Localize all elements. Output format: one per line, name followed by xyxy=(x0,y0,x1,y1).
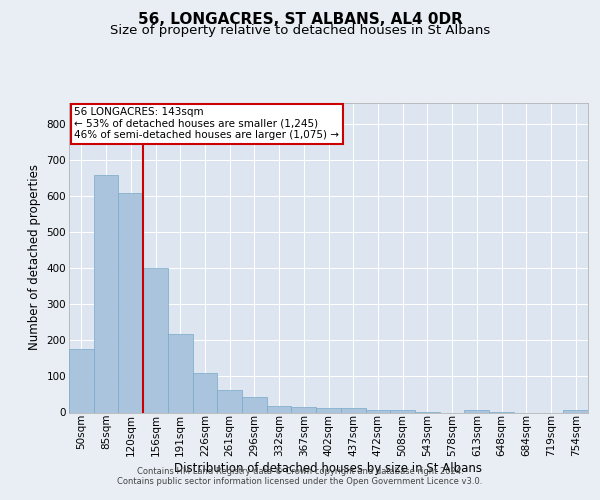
Bar xyxy=(217,390,242,412)
Text: 56, LONGACRES, ST ALBANS, AL4 0DR: 56, LONGACRES, ST ALBANS, AL4 0DR xyxy=(137,12,463,28)
Text: Contains HM Land Registry data © Crown copyright and database right 2024.: Contains HM Land Registry data © Crown c… xyxy=(137,467,463,476)
Bar xyxy=(365,410,390,412)
Bar xyxy=(267,406,292,412)
Text: Contains public sector information licensed under the Open Government Licence v3: Contains public sector information licen… xyxy=(118,477,482,486)
Bar xyxy=(94,174,118,412)
X-axis label: Distribution of detached houses by size in St Albans: Distribution of detached houses by size … xyxy=(175,462,482,474)
Bar xyxy=(143,268,168,412)
Bar xyxy=(118,192,143,412)
Text: Size of property relative to detached houses in St Albans: Size of property relative to detached ho… xyxy=(110,24,490,37)
Y-axis label: Number of detached properties: Number of detached properties xyxy=(28,164,41,350)
Bar xyxy=(563,410,588,412)
Bar xyxy=(464,410,489,412)
Bar xyxy=(341,408,365,412)
Bar xyxy=(242,396,267,412)
Bar xyxy=(168,334,193,412)
Bar xyxy=(316,408,341,412)
Bar xyxy=(193,373,217,412)
Text: 56 LONGACRES: 143sqm
← 53% of detached houses are smaller (1,245)
46% of semi-de: 56 LONGACRES: 143sqm ← 53% of detached h… xyxy=(74,107,339,140)
Bar xyxy=(292,406,316,412)
Bar xyxy=(69,350,94,412)
Bar xyxy=(390,410,415,412)
